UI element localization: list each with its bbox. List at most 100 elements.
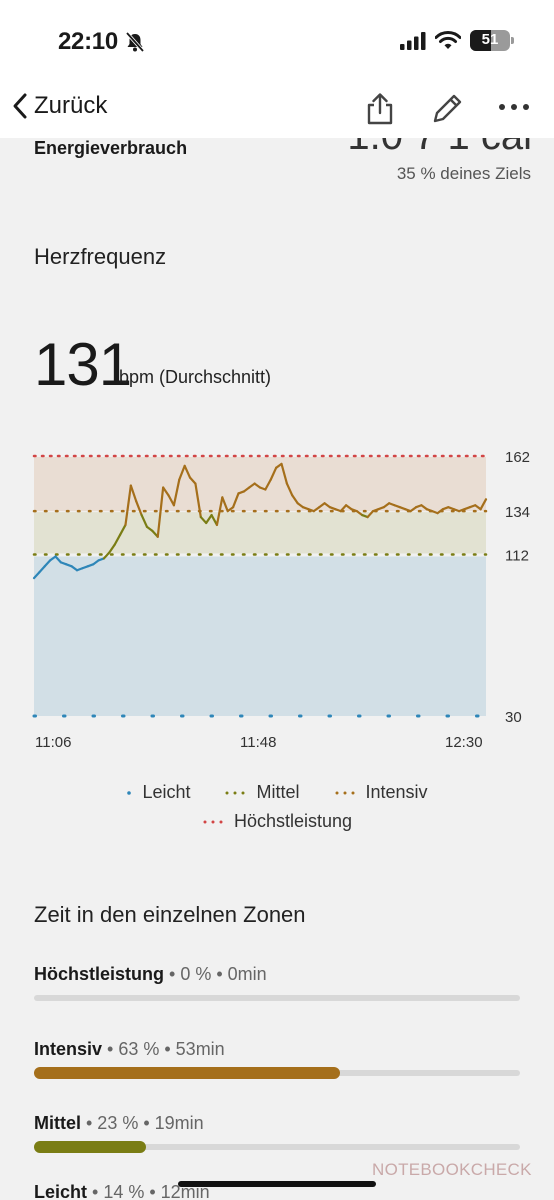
heart-rate-line-segment [49, 555, 57, 562]
heart-rate-chart: 30 112 134 162 11:06 11:48 12:30 [32, 449, 530, 751]
heart-rate-value: 131 [34, 331, 132, 398]
edit-pencil-icon[interactable] [430, 92, 464, 126]
heart-rate-line-segment [269, 466, 278, 481]
heart-rate-line-segment [231, 492, 240, 509]
zone-details: • 63 % • 53min [102, 1039, 225, 1059]
heart-rate-line-segment [253, 482, 262, 489]
heart-rate-line-segment [43, 559, 52, 568]
heart-rate-line-segment [436, 508, 445, 515]
heart-rate-line-segment [248, 482, 256, 489]
dotted-line-marker-icon [203, 820, 223, 823]
legend-row: Höchstleistung [0, 811, 554, 832]
heart-rate-line-segment [344, 504, 353, 511]
more-options-icon[interactable] [498, 102, 530, 112]
heart-rate-line-segment [318, 502, 326, 509]
zone-band-mittel [34, 512, 486, 554]
heart-rate-line-segment [38, 565, 46, 574]
heart-rate-line-segment [108, 543, 116, 554]
y-tick-label: 112 [505, 547, 529, 564]
heart-rate-line-segment [355, 510, 364, 517]
heart-rate-line-segment [156, 486, 165, 538]
heart-rate-line-segment [54, 555, 63, 564]
heart-rate-line-segment [312, 506, 321, 513]
heart-rate-line-segment [92, 559, 100, 566]
heart-rate-line-segment [382, 502, 391, 509]
dotted-line-marker-icon [335, 791, 354, 794]
heart-rate-line-segment [366, 510, 375, 519]
heart-rate-line-segment [118, 523, 127, 536]
heart-rate-line-segment [199, 515, 208, 525]
legend-hoechstleistung: Höchstleistung [202, 811, 352, 832]
y-tick-label: 30 [505, 709, 522, 726]
nav-bar: Zurück [0, 80, 554, 138]
zone-name: Leicht [34, 1182, 88, 1200]
legend-intensiv-label: Intensiv [365, 782, 428, 802]
bell-muted-icon [125, 31, 145, 53]
watermark-logo: NOTEBOOKCHECK [372, 1160, 532, 1179]
x-tick-label: 11:48 [240, 734, 276, 751]
heart-rate-line-segment [323, 502, 332, 509]
zone-hoechstleistung: Höchstleistung • 0 % • 0min [34, 964, 520, 1001]
heart-rate-line-segment [178, 464, 186, 481]
wifi-icon [435, 31, 461, 49]
battery-icon: 51 [470, 30, 514, 51]
zone-progress-fill [34, 1067, 341, 1079]
y-tick-label: 162 [505, 449, 530, 466]
heart-rate-line-segment [264, 478, 272, 491]
zone-details: • 23 % • 19min [81, 1113, 204, 1133]
zone-name: Mittel [34, 1113, 81, 1133]
chevron-left-icon [13, 93, 27, 119]
heart-rate-line-segment [194, 482, 202, 519]
heart-rate-line-segment [280, 462, 289, 485]
heart-rate-line-segment [162, 486, 170, 497]
zone-label: Intensiv • 63 % • 53min [34, 1039, 520, 1060]
legend-mittel: Mittel [224, 782, 300, 803]
heart-rate-line-segment [188, 476, 197, 485]
heart-rate-line-segment [113, 533, 122, 546]
zone-name: Höchstleistung [34, 964, 165, 984]
heart-rate-line-segment [215, 496, 224, 527]
heart-rate-line-segment [102, 551, 111, 560]
heart-rate-title: Herzfrequenz [34, 244, 167, 269]
back-button[interactable]: Zurück [12, 92, 107, 120]
zone-label: Höchstleistung • 0 % • 0min [34, 964, 520, 985]
heart-rate-line-segment [70, 565, 79, 572]
zone-progress-track [34, 1141, 520, 1153]
legend-intensiv: Intensiv [334, 782, 428, 803]
legend-hoechstleistung-label: Höchstleistung [233, 811, 353, 831]
heart-rate-line-segment [479, 498, 488, 511]
zone-intensiv: Intensiv • 63 % • 53min [34, 1039, 520, 1079]
heart-rate-line-segment [172, 478, 181, 507]
heart-rate-line-segment [242, 486, 251, 493]
legend-row: Leicht Mittel Intensiv [0, 782, 554, 803]
chart-legend: Leicht Mittel Intensiv Höchstleistung [0, 782, 554, 840]
heart-rate-line-segment [145, 525, 154, 532]
heart-rate-line-segment [140, 513, 149, 529]
zone-mittel: Mittel • 23 % • 19min [34, 1113, 520, 1153]
heart-rate-line-segment [210, 513, 219, 527]
dotted-line-marker-icon [225, 791, 245, 794]
zone-name: Intensiv [34, 1039, 103, 1059]
x-tick-label: 11:06 [35, 734, 71, 751]
zone-progress-track [34, 995, 520, 1001]
home-indicator[interactable] [178, 1181, 376, 1187]
heart-rate-line-segment [32, 571, 41, 580]
heart-rate-line-segment [285, 482, 294, 497]
zone-band-leicht [34, 556, 486, 716]
content-area[interactable]: 1.0 7 1 cal Energieverbrauch 35 % deines… [0, 138, 554, 1200]
zone-details: • 0 % • 0min [164, 964, 267, 984]
energy-label: Energieverbrauch [34, 138, 188, 158]
heart-rate-line-segment [205, 513, 213, 525]
heart-rate-line-segment [226, 506, 235, 513]
status-bar: 22:10 51 [0, 0, 554, 80]
status-time: 22:10 [58, 28, 118, 55]
heart-rate-line-segment [167, 494, 176, 507]
heart-rate-line-segment [129, 484, 138, 503]
heart-rate-line-segment [339, 504, 348, 513]
zone-progress-fill [34, 1141, 146, 1153]
y-tick-label: 134 [505, 504, 530, 521]
x-tick-label: 12:30 [445, 734, 483, 751]
heart-rate-line-segment [135, 500, 143, 517]
heart-rate-line-segment [420, 504, 428, 511]
share-icon[interactable] [364, 92, 396, 126]
